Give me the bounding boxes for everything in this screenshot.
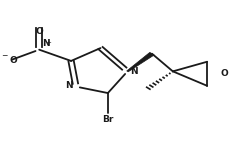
Text: O: O (35, 27, 43, 36)
Text: O: O (221, 69, 228, 78)
Text: N: N (131, 67, 138, 76)
Text: O: O (10, 56, 18, 65)
Text: Br: Br (102, 115, 114, 124)
Text: N: N (42, 39, 50, 48)
Text: −: − (1, 51, 7, 60)
Text: +: + (45, 40, 51, 46)
Polygon shape (127, 52, 154, 72)
Text: N: N (66, 81, 73, 90)
